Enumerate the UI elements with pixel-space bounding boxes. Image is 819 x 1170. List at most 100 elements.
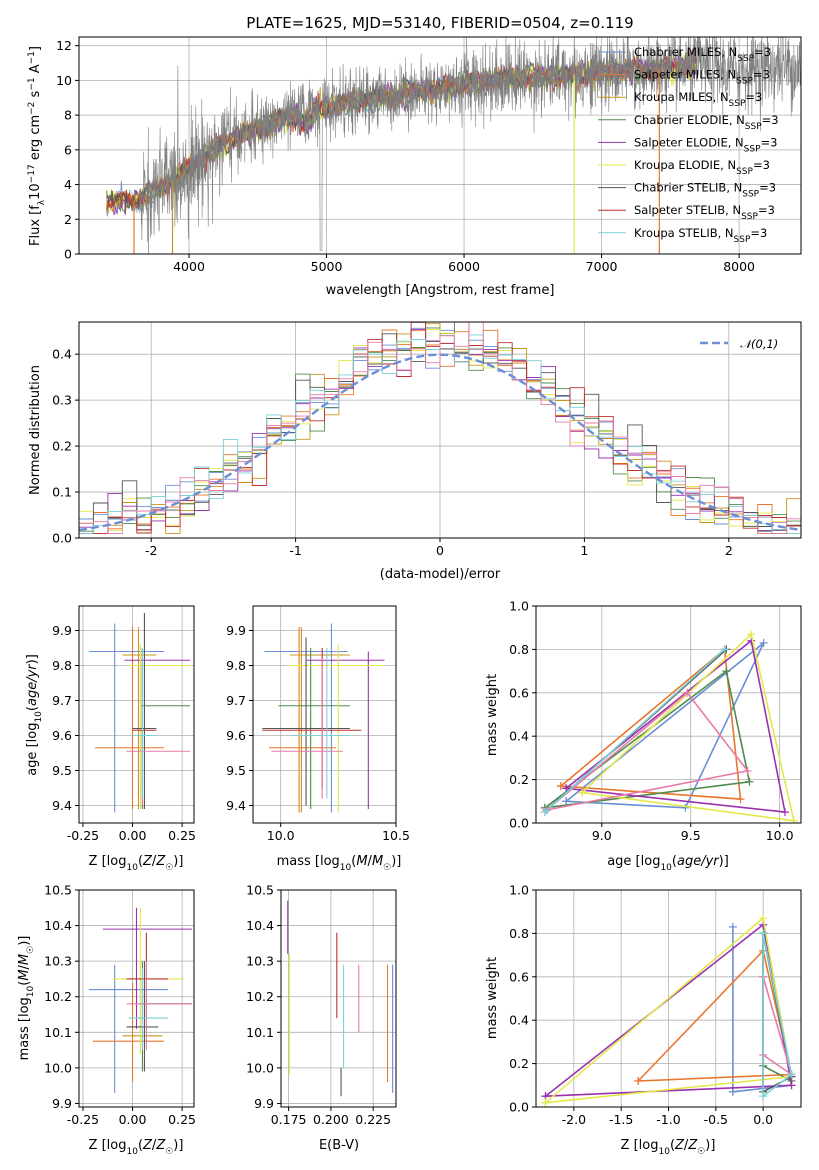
chart-mass-vs-ebv: 0.175 0.200 0.225 9.9 10.0 10.1 10.2 10.3 10.4 10… xyxy=(246,883,397,1153)
label-part: Salpeter STELIB, N xyxy=(634,203,741,217)
label-part: 10 xyxy=(126,1147,138,1157)
y-tick-label: 9.9 xyxy=(254,1096,274,1111)
weight-marker xyxy=(556,782,565,791)
weight-marker xyxy=(722,667,731,676)
axes-frame xyxy=(252,605,397,824)
x-tick-label: 0.0 xyxy=(753,1112,773,1127)
weight-marker xyxy=(634,1076,643,1085)
axes-frame xyxy=(78,36,802,255)
label-part: Z xyxy=(687,1138,698,1153)
x-tick-label: -1.0 xyxy=(656,1112,680,1127)
chart-spectrum: 4000 5000 6000 7000 8000 0 2 4 6 8 10 12 wavelength … xyxy=(27,36,802,298)
plot-area xyxy=(88,613,191,813)
y-tick-label: 10.3 xyxy=(246,954,274,969)
label-part: λ xyxy=(37,199,47,205)
label-part: age [log xyxy=(607,854,660,869)
weight-line xyxy=(565,639,786,814)
label-part: −1 xyxy=(27,51,37,64)
weight-marker xyxy=(759,914,768,923)
label-part: 10 xyxy=(660,863,672,873)
label-part: )] xyxy=(705,1138,715,1153)
x-tick-label: 0.175 xyxy=(271,1112,307,1127)
label-part: 10 xyxy=(658,1147,670,1157)
y-tick-label: 9.9 xyxy=(52,1096,72,1111)
label-part: ☉ xyxy=(383,863,391,873)
histogram-step xyxy=(79,322,801,534)
x-tick-label: -1 xyxy=(289,543,301,558)
axes-frame xyxy=(280,889,397,1108)
label-part: age/yr xyxy=(677,854,720,869)
weight-marker xyxy=(789,816,798,823)
y-tick-label: 4 xyxy=(64,177,72,192)
plot-area xyxy=(262,623,385,813)
data-spectrum xyxy=(139,37,801,254)
label-part: =3 xyxy=(754,45,771,59)
plot-area xyxy=(540,630,798,823)
chart-weight-vs-age: 9.0 9.5 10.0 0.0 0.2 0.4 0.6 0.8 1.0 age [log10(a… xyxy=(485,599,802,873)
label-part: −17 xyxy=(27,164,37,183)
chart-age-vs-Z: -0.25 0.00 0.259.49.59.69.79.89.9Z [log10(… xyxy=(25,605,196,873)
weight-marker xyxy=(541,1098,550,1107)
weight-marker xyxy=(759,638,768,647)
label-part: Z [log xyxy=(621,1138,659,1153)
label-part: erg cm xyxy=(28,115,43,164)
y-tick-label: 9.5 xyxy=(52,763,72,778)
y-tick-label: 10.1 xyxy=(44,1025,72,1040)
legend-label: Salpeter ELODIE, NSSP=3 xyxy=(634,135,777,154)
label-part: M xyxy=(17,954,32,965)
x-tick-label: 0 xyxy=(436,543,444,558)
label-part: / xyxy=(368,854,373,869)
y-tick-label: 0.3 xyxy=(52,393,72,408)
x-axis-label: Z [log10(Z/Z☉)] xyxy=(89,1138,184,1157)
x-tick-label: 0.225 xyxy=(355,1112,391,1127)
label-part: 10 xyxy=(26,985,36,997)
label-part: 10 xyxy=(28,183,43,200)
label-part: ☉ xyxy=(697,1147,705,1157)
label-part: SSP xyxy=(741,212,758,222)
y-tick-label: 9.8 xyxy=(52,658,72,673)
weight-marker xyxy=(681,803,690,812)
y-tick-label: 12 xyxy=(56,38,72,53)
label-part: SSP xyxy=(736,77,753,87)
x-tick-label: 10.0 xyxy=(267,828,295,843)
y-axis-label: mass weight xyxy=(485,674,500,756)
weight-line xyxy=(565,642,765,809)
weight-marker xyxy=(759,929,768,938)
label-part: )] xyxy=(173,854,183,869)
label-part: 10 xyxy=(340,863,352,873)
legend-label: 𝒩(0,1) xyxy=(740,337,778,351)
weight-marker xyxy=(540,808,549,817)
label-part: Z xyxy=(155,1138,166,1153)
label-part: ( xyxy=(351,854,356,869)
y-tick-label: 0.8 xyxy=(509,642,529,657)
y-tick-label: 9.5 xyxy=(226,763,246,778)
y-tick-label: 10.5 xyxy=(44,883,72,898)
y-tick-label: 9.8 xyxy=(226,658,246,673)
weight-marker xyxy=(720,645,729,654)
figure-title: PLATE=1625, MJD=53140, FIBERID=0504, z=0… xyxy=(246,14,633,32)
label-part: M xyxy=(356,854,367,869)
x-tick-label: 10.5 xyxy=(382,828,410,843)
weight-marker xyxy=(728,922,737,931)
x-tick-label: -1.5 xyxy=(609,1112,633,1127)
axes-frame xyxy=(78,605,195,824)
label-part: SSP xyxy=(737,54,754,64)
legend-label: Salpeter MILES, NSSP=3 xyxy=(634,68,770,87)
y-tick-label: 0.4 xyxy=(509,1013,529,1028)
label-part: Z xyxy=(674,1138,685,1153)
legend-label: Chabrier STELIB, NSSP=3 xyxy=(634,181,776,200)
x-axis-label: Z [log10(Z/Z☉)] xyxy=(89,854,184,873)
weight-line xyxy=(762,976,793,1077)
label-part: / xyxy=(17,964,32,969)
weight-marker xyxy=(787,1081,796,1090)
label-part: SSP xyxy=(734,235,751,245)
label-part: Kroupa STELIB, N xyxy=(634,226,734,240)
y-axis-label: Normed distribution xyxy=(28,365,43,495)
y-tick-label: 10.3 xyxy=(44,954,72,969)
axes-frame xyxy=(78,889,195,1108)
x-axis-label: mass [log10(M/M☉)] xyxy=(277,854,402,873)
label-part: / xyxy=(684,1138,689,1153)
axes-frame xyxy=(535,605,802,824)
weight-marker xyxy=(743,766,752,775)
